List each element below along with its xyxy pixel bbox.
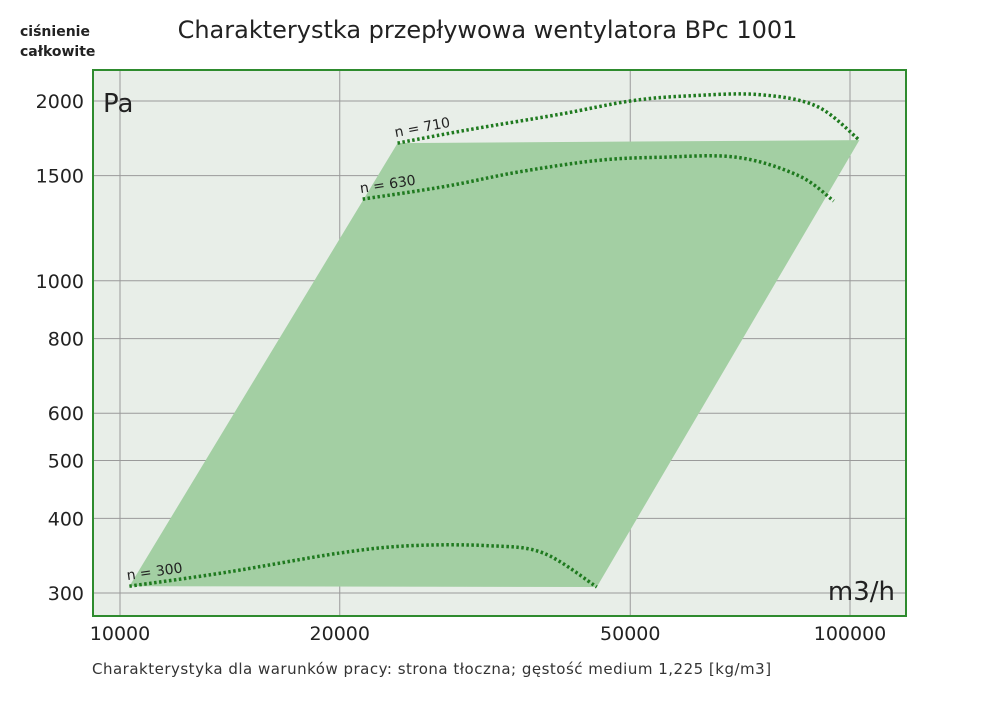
y-tick-labels: 300 400 500 600 800 1000 1500 2000 [36,91,84,605]
series-line-1 [397,92,861,145]
y-tick-label: 800 [48,329,84,351]
chart-title: Charakterystka przepływowa wentylatora B… [177,16,798,44]
y-axis-label-line-1: ciśnienie [20,24,90,40]
y-tick-label: 400 [48,508,84,530]
y-tick-label: 1000 [36,271,84,293]
x-tick-label: 10000 [90,623,150,645]
x-tick-label: 100000 [814,623,887,645]
operating-region [129,140,860,587]
y-tick-label: 300 [48,583,84,605]
y-unit-label: Pa [103,89,133,119]
footer-note: Charakterystyka dla warunków pracy: stro… [92,660,772,678]
x-tick-label: 20000 [310,623,370,645]
y-tick-label: 600 [48,403,84,425]
x-unit-label: m3/h [828,577,895,607]
series-label-3: n = 300 [126,560,184,584]
y-tick-label: 500 [48,451,84,473]
y-axis-label: ciśnienie całkowite [20,22,95,62]
plot-frame [92,69,907,617]
series-line-3 [129,543,598,589]
x-tick-label: 50000 [600,623,660,645]
y-axis-label-line-2: całkowite [20,44,96,60]
series-line-2 [362,154,835,203]
y-tick-label: 2000 [36,91,84,113]
x-tick-labels: 10000 20000 50000 100000 [90,623,886,645]
y-tick-label: 1500 [36,166,84,188]
